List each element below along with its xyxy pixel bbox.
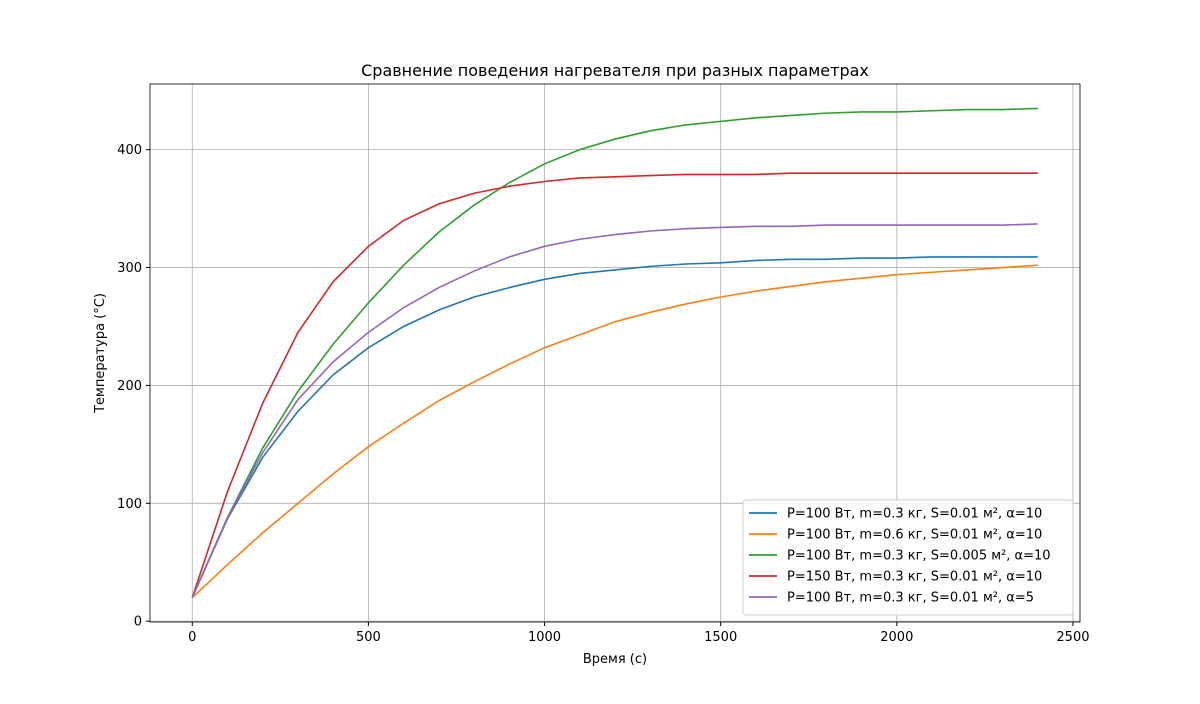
y-tick-label: 100: [117, 497, 142, 512]
x-tick-label: 0: [188, 630, 196, 645]
line-series: [191, 107, 1038, 598]
y-tick-label: 0: [134, 615, 142, 630]
y-axis-label: Температура (°C): [93, 293, 108, 414]
legend-label: P=100 Вт, m=0.3 кг, S=0.005 м², α=10: [787, 549, 1051, 564]
line-series: [191, 172, 1038, 598]
legend-label: P=100 Вт, m=0.6 кг, S=0.01 м², α=10: [787, 528, 1042, 543]
x-axis-label: Время (с): [583, 652, 647, 667]
y-tick-label: 400: [117, 143, 142, 158]
y-tick-label: 300: [117, 261, 142, 276]
legend: P=100 Вт, m=0.3 кг, S=0.01 м², α=10 P=100…: [742, 499, 1074, 616]
y-tick-label: 200: [117, 379, 142, 394]
legend-box: [742, 499, 1074, 616]
x-tick-label: 500: [356, 630, 381, 645]
line-series: [191, 264, 1038, 599]
plot-frame: [149, 83, 1081, 623]
line-series: [191, 223, 1038, 598]
legend-label: P=100 Вт, m=0.3 кг, S=0.01 м², α=5: [787, 591, 1034, 606]
legend-label: P=100 Вт, m=0.3 кг, S=0.01 м², α=10: [787, 507, 1042, 522]
line-series: [191, 256, 1038, 598]
x-tick-label: 1500: [704, 630, 737, 645]
legend-label: P=150 Вт, m=0.3 кг, S=0.01 м², α=10: [787, 570, 1042, 585]
chart-title: Сравнение поведения нагревателя при разн…: [361, 61, 869, 80]
x-tick-label: 2000: [880, 630, 913, 645]
x-tick-label: 2500: [1056, 630, 1089, 645]
x-tick-label: 1000: [528, 630, 561, 645]
